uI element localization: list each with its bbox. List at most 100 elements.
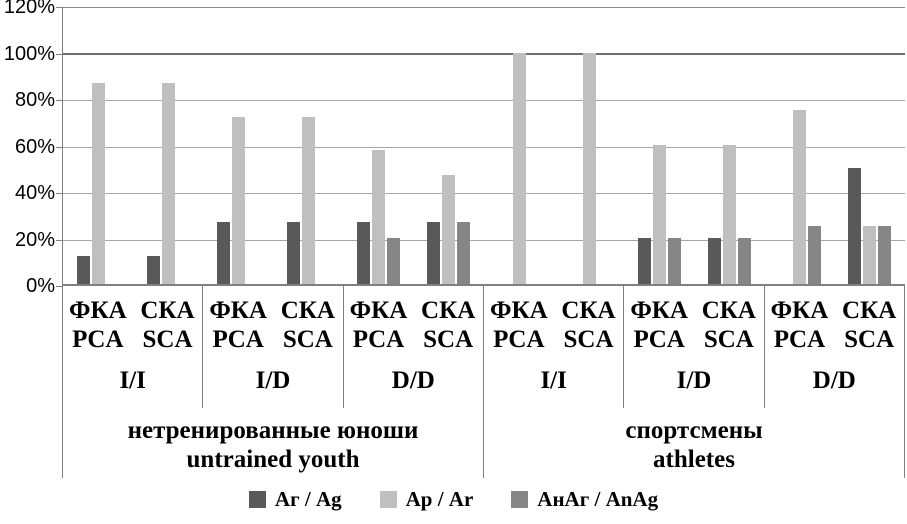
category-axis-populations: нетренированные юноши untrained youth спор…	[62, 408, 905, 478]
subgroup-label: ФКА PCA	[203, 296, 273, 354]
bar-slot	[723, 145, 737, 284]
bar-slot	[808, 226, 822, 284]
y-tick-mark	[56, 7, 62, 8]
bar-slot	[287, 221, 301, 284]
subgroup-PCA	[624, 7, 694, 284]
bar-Аг/Ag	[287, 221, 301, 284]
subgroup-SCA	[414, 7, 484, 284]
genotype-label: I/I	[119, 367, 146, 394]
bar-Аг/Ag	[848, 168, 862, 284]
bar-slot	[512, 52, 526, 284]
bar-Ар/Ar	[231, 117, 245, 284]
subgroup-label-ru: СКА	[842, 297, 897, 324]
gridline-40%	[62, 193, 905, 194]
bar-АнАг/AnAg	[667, 237, 681, 284]
bar-АнАг/AnAg	[738, 237, 752, 284]
y-tick-mark	[56, 53, 62, 55]
y-tick-label: 120%	[3, 0, 55, 18]
subgroup-label-en: PCA	[493, 326, 545, 353]
subgroup-label-ru: ФКА	[69, 297, 127, 324]
bar-Аг/Ag	[637, 237, 651, 284]
bar-slot	[652, 145, 666, 284]
bar-slot	[667, 237, 681, 284]
y-tick-label: 0%	[26, 275, 55, 297]
genotype-group-D/D	[344, 7, 484, 284]
subgroup-label-ru: СКА	[701, 297, 756, 324]
legend-label: Аг / Ag	[274, 487, 342, 511]
gridline-20%	[62, 239, 905, 241]
bar-Ар/Ar	[512, 52, 526, 284]
genotype-label: I/D	[255, 367, 291, 394]
subgroup-SCA	[694, 7, 764, 284]
bar-Аг/Ag	[76, 256, 90, 284]
subgroup-PCA	[344, 7, 414, 284]
bar-slot	[387, 237, 401, 284]
genotype-cell-I/D: ФКА PCA СКА SCA I/D	[202, 286, 342, 408]
bar-АнАг/AnAg	[457, 221, 471, 284]
subgroup-label: СКА SCA	[133, 296, 203, 354]
plot-area	[62, 7, 905, 286]
population-label-ru: спортсмены	[625, 417, 763, 444]
subgroup-labels: ФКА PCA СКА SCA	[63, 296, 202, 354]
y-tick-label: 40%	[14, 182, 55, 204]
gridline-120%	[62, 7, 905, 8]
subgroup-PCA	[484, 7, 554, 284]
legend: Аг / Ag Ар / Ar АнАг / AnAg	[0, 487, 907, 512]
bar-slot	[793, 110, 807, 284]
bar-Ар/Ar	[723, 145, 737, 284]
subgroup-label-ru: ФКА	[209, 297, 267, 324]
subgroup-label: ФКА PCA	[484, 296, 554, 354]
subgroup-label: СКА SCA	[834, 296, 904, 354]
subgroup-label: ФКА PCA	[63, 296, 133, 354]
y-tick-label: 80%	[14, 89, 55, 111]
genotype-label: I/I	[540, 367, 567, 394]
bar-Ар/Ar	[161, 82, 175, 284]
bar-Ар/Ar	[302, 117, 316, 284]
y-tick-label: 60%	[14, 135, 55, 158]
genotype-group-I/I	[63, 7, 203, 284]
population-label-ru: нетренированные юноши	[127, 417, 419, 444]
genotype-cell-D/D: ФКА PCA СКА SCA D/D	[763, 286, 905, 408]
subgroup-label-en: PCA	[212, 326, 264, 353]
bar-slot	[161, 82, 175, 284]
subgroup-label: СКА SCA	[554, 296, 624, 354]
bar-Ар/Ar	[652, 145, 666, 284]
bar-Аг/Ag	[708, 237, 722, 284]
y-axis-line	[62, 7, 63, 286]
subgroup-label-en: SCA	[844, 326, 895, 353]
genotype-group-I/D	[203, 7, 343, 284]
subgroup-label-en: SCA	[703, 326, 754, 353]
genotype-group-I/I	[484, 7, 624, 284]
y-tick-mark	[56, 286, 62, 287]
bar-Аг/Ag	[146, 256, 160, 284]
bar-Ар/Ar	[442, 175, 456, 284]
subgroup-label: СКА SCA	[694, 296, 764, 354]
subgroup-PCA	[765, 7, 835, 284]
subgroup-label: СКА SCA	[413, 296, 483, 354]
population-cell: нетренированные юноши untrained youth	[62, 408, 483, 478]
genotype-group-D/D	[765, 7, 905, 284]
genotype-group-I/D	[624, 7, 764, 284]
subgroup-labels: ФКА PCA СКА SCA	[624, 296, 763, 354]
bar-slot	[582, 52, 596, 284]
subgroup-label-ru: СКА	[140, 297, 195, 324]
subgroup-label: СКА SCA	[273, 296, 343, 354]
population-label-en: athletes	[653, 446, 735, 473]
bar-slot	[863, 226, 877, 284]
y-tick-label: 20%	[14, 228, 55, 251]
genotype-label: D/D	[391, 367, 435, 394]
bar-slot	[231, 117, 245, 284]
subgroup-label-en: SCA	[282, 326, 333, 353]
bar-Аг/Ag	[427, 221, 441, 284]
subgroup-SCA	[835, 7, 905, 284]
subgroup-label-ru: ФКА	[489, 297, 548, 324]
bar-Аг/Ag	[357, 221, 371, 284]
legend-swatch	[379, 491, 397, 508]
bar-slot	[216, 221, 230, 284]
legend-item: Ар / Ar	[379, 487, 473, 512]
subgroup-PCA	[63, 7, 133, 284]
population-cell: спортсмены athletes	[483, 408, 905, 478]
subgroup-label-en: SCA	[423, 326, 474, 353]
subgroup-label-ru: СКА	[561, 297, 616, 324]
subgroup-SCA	[274, 7, 344, 284]
